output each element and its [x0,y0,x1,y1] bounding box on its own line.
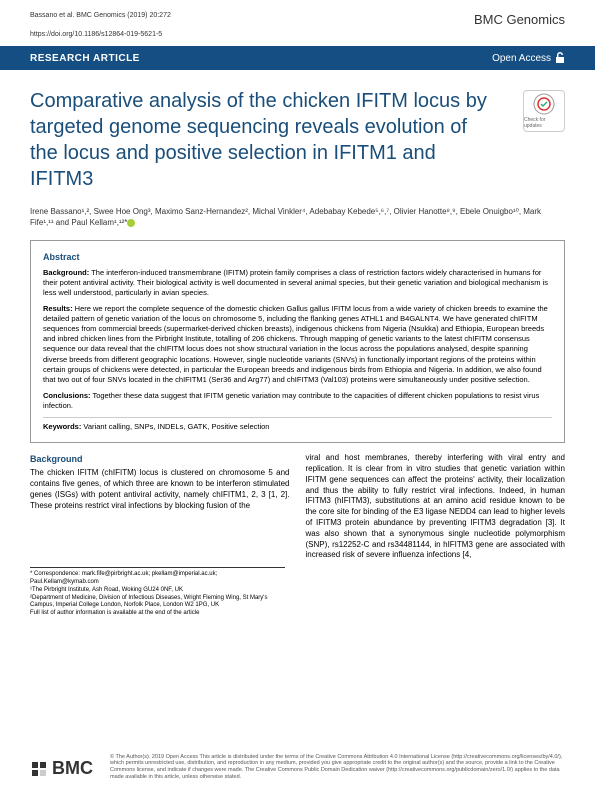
body-column-left: Background The chicken IFITM (chIFITM) l… [30,453,290,561]
body-left-text: The chicken IFITM (chIFITM) locus is clu… [30,468,290,511]
article-type-banner: RESEARCH ARTICLE Open Access [0,46,595,70]
abstract-box: Abstract Background: The interferon-indu… [30,240,565,443]
article-type: RESEARCH ARTICLE [30,53,140,64]
bmc-icon [30,760,48,778]
background-label: Background: [43,268,89,277]
crossmark-badge[interactable]: Check for updates [523,90,565,132]
abstract-heading: Abstract [43,251,552,263]
body-right-text: viral and host membranes, thereby interf… [306,453,566,561]
citation: Bassano et al. BMC Genomics (2019) 20:27… [30,12,171,27]
affil-2: ²Department of Medicine, Division of Inf… [30,595,285,611]
crossmark-icon [533,93,555,115]
journal-name: BMC Genomics [474,12,565,27]
affil-more: Full list of author information is avail… [30,610,285,618]
affil-1: ¹The Pirbright Institute, Ash Road, Woki… [30,587,285,595]
article-title: Comparative analysis of the chicken IFIT… [30,88,490,192]
keywords-label: Keywords: [43,422,81,431]
conclusions-text: Together these data suggest that IFITM g… [43,391,539,410]
bmc-logo: BMC [30,758,93,779]
conclusions-label: Conclusions: [43,391,91,400]
doi-link[interactable]: https://doi.org/10.1186/s12864-019-5621-… [0,31,595,46]
correspondence-block: * Correspondence: mark.fife@pirbright.ac… [30,567,285,618]
background-text: The interferon-induced transmembrane (IF… [43,268,548,297]
results-label: Results: [43,304,73,313]
corr-email: * Correspondence: mark.fife@pirbright.ac… [30,571,285,579]
author-list: Irene Bassano¹,², Swee Hoe Ong³, Maximo … [0,202,595,240]
background-heading: Background [30,453,290,465]
corr-email2: Paul.Kellam@kymab.com [30,579,285,587]
results-text: Here we report the complete sequence of … [43,304,548,384]
unlock-icon [555,52,565,64]
open-access-label: Open Access [492,52,565,64]
orcid-icon[interactable] [127,219,135,227]
keywords-text: Variant calling, SNPs, INDELs, GATK, Pos… [81,422,269,431]
body-column-right: viral and host membranes, thereby interf… [306,453,566,561]
license-text: © The Author(s). 2019 Open Access This a… [110,754,565,782]
